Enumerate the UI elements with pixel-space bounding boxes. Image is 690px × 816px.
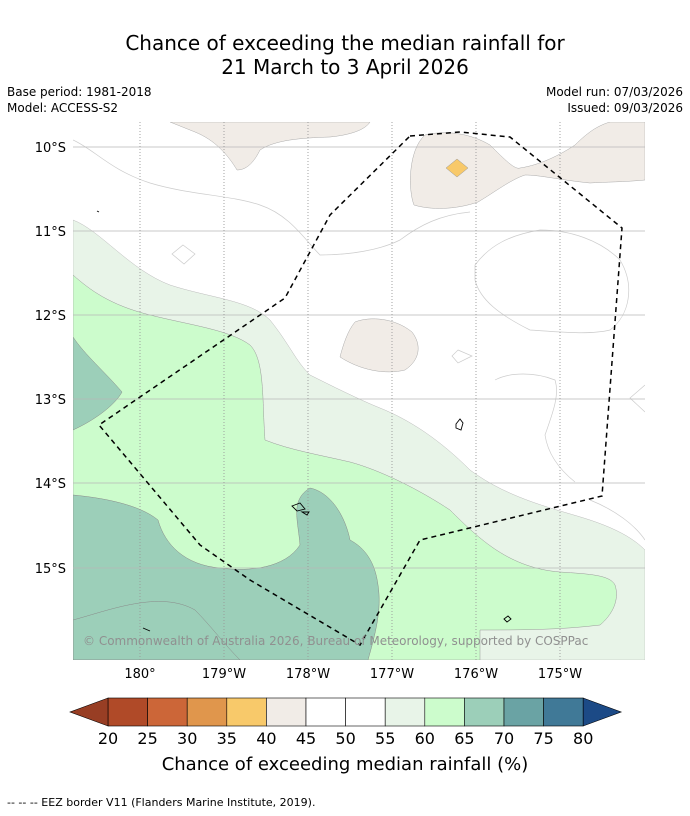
eez-border [97,131,623,647]
contour-40-45-patch-central [339,318,419,373]
colorbar-segment [345,697,386,727]
lat-label-15s: 15°S [35,562,66,577]
map-figure: © Commonwealth of Australia 2026, Bureau… [35,122,645,775]
contour-lines [73,139,645,541]
chart-title-line1: Chance of exceeding the median rainfall … [125,31,565,55]
colorbar-segment [266,697,307,727]
colorbar-over-arrow [582,697,623,727]
islands [96,210,512,632]
colorbar-tick-label: 60 [415,729,435,748]
contour-40-45-patch-northeast [410,122,645,209]
colorbar-segment [424,697,465,727]
model-label: Model: ACCESS-S2 [7,101,119,115]
map-plot-area: © Commonwealth of Australia 2026, Bureau… [73,122,645,660]
colorbar: 20 25 30 35 40 45 50 55 60 65 70 75 80 [69,697,623,748]
lat-label-12s: 12°S [35,309,66,324]
colorbar-tick-label: 70 [494,729,514,748]
lat-label-10s: 10°S [35,141,66,156]
contour-35-40-spot [445,158,469,178]
colorbar-tick-label: 20 [98,729,118,748]
colorbar-segment [464,697,505,727]
contour-60-65-region [73,274,617,660]
lat-label-14s: 14°S [35,477,66,492]
contour-40-45-patch-north [169,122,371,171]
colorbar-tick-label: 30 [177,729,197,748]
island-sw [142,627,151,632]
lon-label-180: 180° [124,667,155,682]
colorbar-under-arrow [69,697,109,727]
lat-label-13s: 13°S [35,393,66,408]
colorbar-segment [107,697,148,727]
colorbar-tick-label: 65 [454,729,474,748]
lon-label-179w: 179°W [202,667,246,682]
issued-label: Issued: 09/03/2026 [567,101,683,115]
lon-label-178w: 178°W [286,667,330,682]
model-run-label: Model run: 07/03/2026 [545,85,683,99]
colorbar-title: Chance of exceeding median rainfall (%) [162,754,529,775]
island-east [503,615,512,623]
colorbar-tick-label: 25 [137,729,157,748]
lon-label-176w: 176°W [454,667,498,682]
colorbar-segment [305,697,346,727]
island-alofi [300,511,310,516]
copyright-text: © Commonwealth of Australia 2026, Bureau… [83,634,588,648]
island-futuna [291,502,306,512]
base-period-label: Base period: 1981-2018 [7,85,152,99]
colorbar-tick-label: 55 [375,729,395,748]
colorbar-segment [147,697,188,727]
colorbar-tick-label: 50 [335,729,355,748]
colorbar-tick-label: 75 [533,729,553,748]
latitude-gridlines [73,146,645,569]
colorbar-tick-label: 40 [256,729,276,748]
colorbar-tick-label: 80 [573,729,593,748]
contour-65-70-region-west [73,336,123,431]
longitude-axis: 180° 179°W 178°W 177°W 176°W 175°W [124,667,582,682]
island-nw [96,210,100,213]
colorbar-segment [384,697,426,727]
colorbar-tick-label: 45 [296,729,316,748]
footnote-eez: -- -- -- EEZ border V11 (Flanders Marine… [7,796,316,809]
chart-title-line2: 21 March to 3 April 2026 [221,55,469,79]
lat-label-11s: 11°S [35,225,66,240]
island-wallis [455,418,464,431]
colorbar-segment [503,697,544,727]
colorbar-segment [543,697,584,727]
colorbar-tick-label: 35 [217,729,237,748]
colorbar-segment [226,697,267,727]
lon-label-175w: 175°W [538,667,582,682]
colorbar-segment [186,697,228,727]
latitude-axis: 10°S 11°S 12°S 13°S 14°S 15°S [35,141,66,577]
contour-65-70-region-south [73,487,380,660]
lon-label-177w: 177°W [370,667,414,682]
